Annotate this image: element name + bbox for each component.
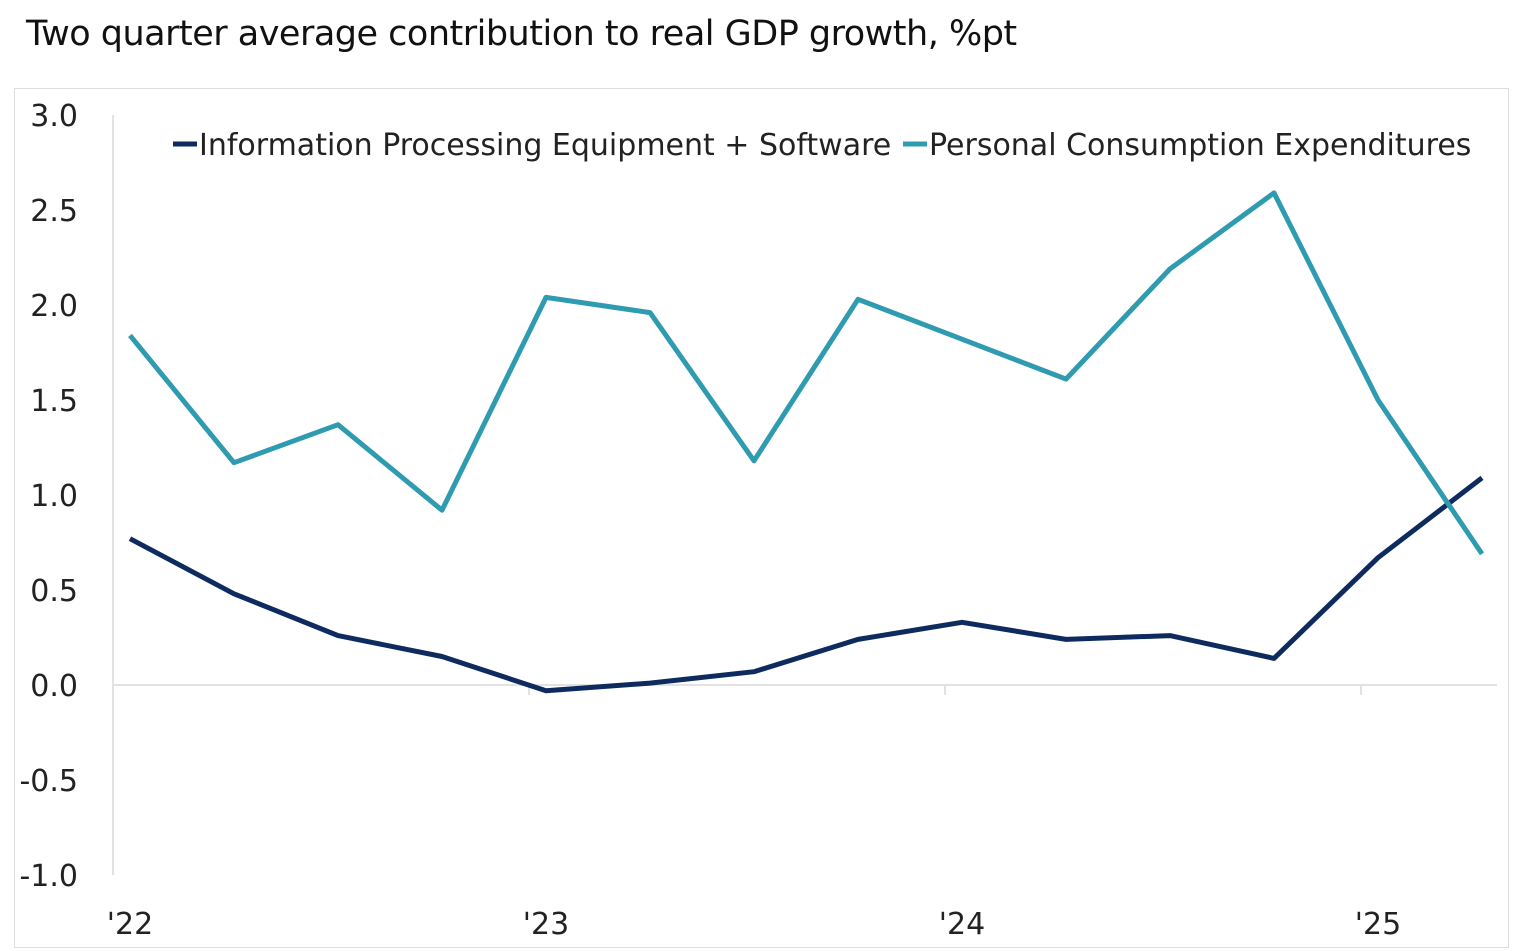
- y-tick-label: 0.5: [30, 574, 78, 609]
- series-line-info-processing: [128, 475, 1484, 694]
- x-tick-label: '24: [939, 907, 985, 942]
- y-tick-label: 2.0: [30, 289, 78, 324]
- y-tick-label: 2.5: [30, 194, 78, 229]
- y-tick-label: 1.0: [30, 479, 78, 514]
- legend-label: Information Processing Equipment + Softw…: [199, 128, 891, 163]
- x-tick-label: '23: [523, 907, 569, 942]
- x-tick-label: '22: [107, 907, 153, 942]
- y-tick-label: 1.5: [30, 384, 78, 419]
- legend-label: Personal Consumption Expenditures: [929, 128, 1471, 163]
- series-line-pce: [128, 190, 1485, 556]
- y-tick-label: 0.0: [30, 669, 78, 704]
- y-tick-label: 3.0: [30, 99, 78, 134]
- chart-title: Two quarter average contribution to real…: [26, 14, 1017, 54]
- x-tick-label: '25: [1355, 907, 1401, 942]
- y-tick-label: -1.0: [19, 859, 78, 894]
- y-tick-label: -0.5: [19, 764, 78, 799]
- chart-frame: [14, 88, 1509, 948]
